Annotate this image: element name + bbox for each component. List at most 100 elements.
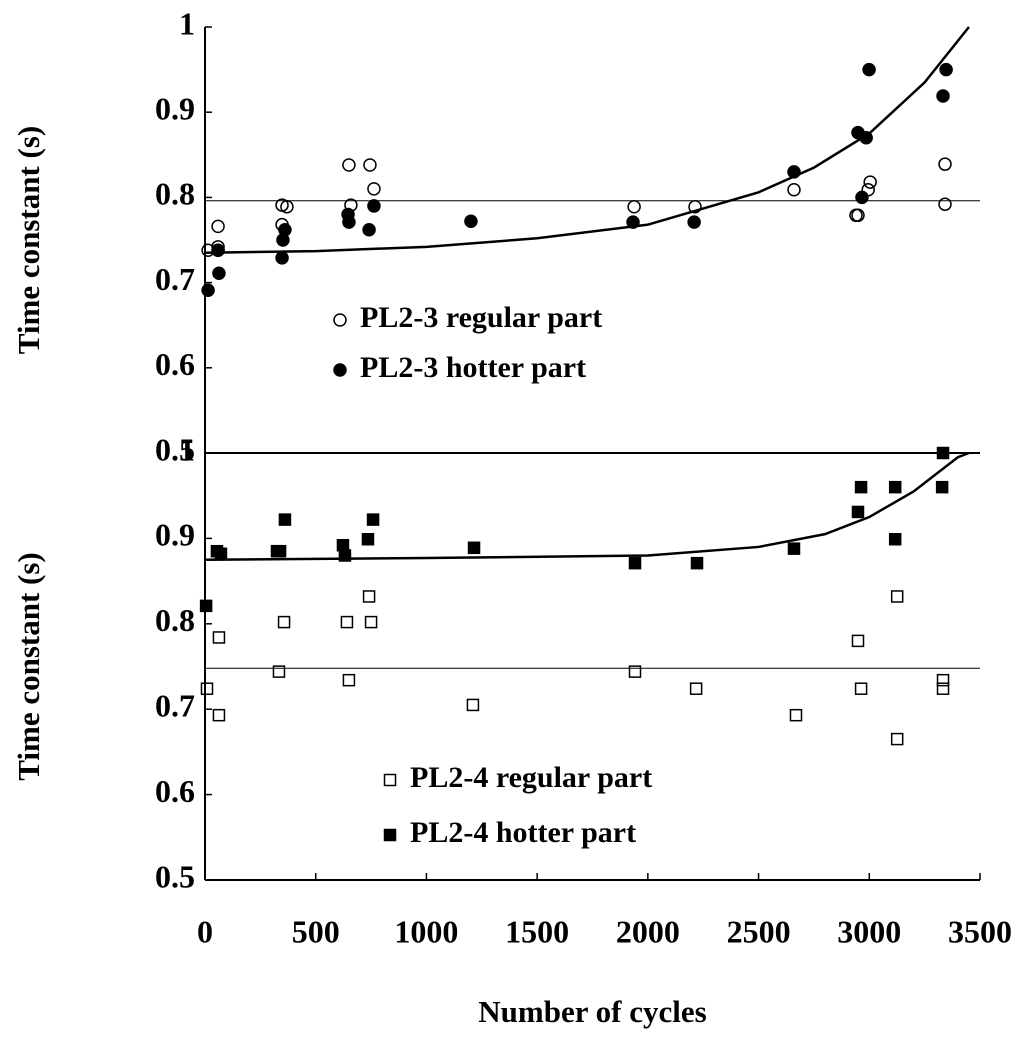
x-axis-label: Number of cycles	[478, 994, 706, 1029]
point	[628, 665, 642, 678]
x-tick-label: 1000	[394, 913, 458, 949]
point	[212, 631, 226, 644]
point	[627, 200, 641, 214]
point	[862, 62, 876, 77]
point	[278, 223, 292, 237]
point	[342, 158, 356, 172]
legend-label: PL2-3 hotter part	[360, 351, 586, 384]
point	[851, 634, 865, 648]
point	[342, 673, 356, 687]
point	[467, 541, 481, 555]
legend-marker	[333, 363, 347, 377]
legend-marker	[333, 313, 347, 327]
legend-label: PL2-4 hotter part	[410, 816, 636, 849]
y-axis-label: Time constant (s)	[11, 126, 46, 354]
point	[626, 215, 640, 229]
point	[280, 200, 294, 214]
legend-label: PL2-4 regular part	[410, 761, 652, 794]
point	[341, 207, 355, 222]
point	[278, 513, 292, 526]
point	[936, 446, 950, 460]
point	[211, 243, 225, 257]
point	[936, 673, 950, 687]
point	[367, 199, 381, 213]
point	[364, 615, 378, 629]
y-tick-label: 0.9	[155, 517, 195, 553]
point	[854, 682, 868, 695]
point	[277, 615, 291, 629]
y-tick-label: 0.6	[155, 773, 195, 809]
point	[275, 251, 289, 265]
legend-marker	[383, 773, 397, 787]
point	[690, 556, 704, 570]
point	[214, 547, 228, 561]
point	[464, 214, 478, 229]
legend-marker	[383, 828, 397, 842]
point	[366, 513, 380, 526]
point	[363, 158, 377, 172]
point	[212, 708, 226, 722]
point	[466, 698, 480, 712]
point	[890, 590, 904, 603]
point	[212, 266, 226, 280]
point	[854, 480, 868, 494]
y-tick-label: 0.7	[155, 261, 195, 297]
y-tick-label: 0.5	[155, 431, 195, 467]
y-tick-label: 0.6	[155, 346, 195, 382]
point	[689, 682, 703, 695]
x-tick-label: 2500	[727, 913, 791, 949]
y-axis-label: Time constant (s)	[11, 552, 46, 780]
point	[938, 197, 952, 211]
y-tick-label: 1	[179, 5, 195, 41]
point	[361, 533, 375, 546]
y-tick-label: 0.9	[155, 91, 195, 127]
legend-label: PL2-3 regular part	[360, 301, 602, 334]
point	[628, 556, 642, 570]
point	[787, 165, 801, 179]
trend-line	[204, 26, 970, 255]
point	[688, 200, 702, 214]
x-tick-label: 2000	[616, 913, 680, 949]
point	[859, 131, 873, 145]
point	[340, 615, 354, 629]
y-tick-label: 0.7	[155, 688, 195, 724]
y-tick-label: 0.8	[155, 602, 195, 638]
point	[863, 175, 877, 189]
point	[273, 544, 287, 558]
point	[687, 215, 701, 229]
point	[939, 62, 953, 77]
trend-line	[204, 451, 970, 561]
point	[789, 708, 803, 722]
point	[851, 208, 865, 223]
y-tick-label: 0.5	[155, 858, 195, 894]
x-tick-label: 500	[292, 913, 340, 949]
point	[936, 89, 950, 103]
point	[851, 505, 865, 519]
point	[211, 219, 225, 234]
point	[888, 533, 902, 546]
point	[362, 223, 376, 237]
x-tick-label: 0	[197, 913, 213, 949]
point	[272, 665, 286, 678]
point	[367, 182, 381, 196]
point	[787, 182, 801, 197]
point	[362, 590, 376, 603]
y-tick-label: 0.8	[155, 176, 195, 212]
point	[787, 542, 801, 555]
y-tick-label: 1	[179, 431, 195, 467]
point	[936, 682, 950, 695]
point	[938, 157, 952, 171]
x-tick-label: 3000	[837, 913, 901, 949]
point	[336, 538, 350, 552]
x-tick-label: 1500	[505, 913, 569, 949]
point	[199, 599, 213, 613]
point	[888, 480, 902, 494]
point	[855, 190, 869, 205]
point	[200, 682, 214, 695]
x-tick-label: 3500	[948, 913, 1012, 949]
point	[890, 732, 904, 746]
point	[935, 480, 949, 494]
point	[338, 549, 352, 562]
point	[201, 283, 215, 298]
